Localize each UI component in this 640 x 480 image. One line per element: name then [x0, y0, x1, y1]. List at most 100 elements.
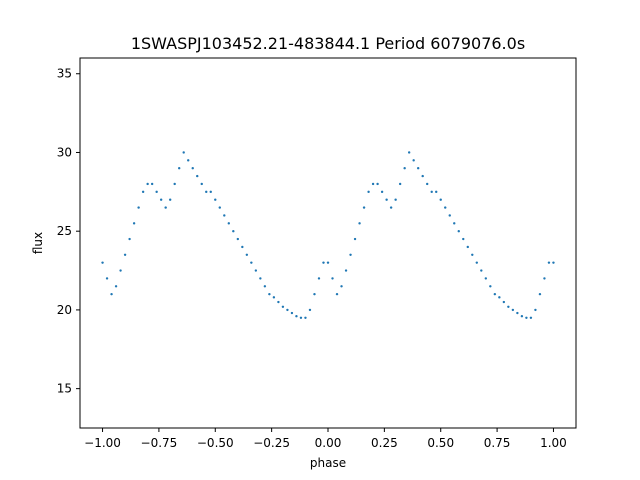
data-point [331, 277, 334, 280]
data-point [349, 253, 352, 257]
y-tick-label: 35 [57, 67, 72, 81]
data-point [123, 253, 127, 257]
data-point [507, 305, 510, 308]
data-point [362, 206, 366, 209]
data-point [128, 237, 131, 241]
data-point [407, 151, 411, 154]
data-point [146, 182, 149, 186]
data-point [277, 300, 280, 304]
x-tick-label: −0.25 [253, 436, 290, 450]
x-tick-label: 1.00 [540, 436, 567, 450]
data-point [529, 316, 533, 319]
data-point [236, 237, 240, 241]
data-point [489, 285, 492, 288]
data-point [403, 167, 406, 170]
data-point [223, 214, 226, 217]
x-tick-label: 0.75 [484, 436, 511, 450]
data-point [141, 190, 145, 194]
data-point [209, 190, 212, 194]
data-point [187, 159, 190, 162]
x-tick-label: −1.00 [84, 436, 121, 450]
data-point [159, 198, 163, 201]
data-point [250, 261, 253, 264]
data-point [155, 190, 158, 194]
data-point [308, 308, 312, 312]
data-points [101, 151, 555, 319]
data-point [435, 190, 438, 194]
x-tick-label: −0.75 [141, 436, 178, 450]
data-point [453, 222, 456, 225]
data-point [394, 198, 397, 201]
data-point [132, 222, 136, 225]
data-point [295, 315, 298, 318]
data-point [416, 167, 420, 170]
data-point [538, 292, 542, 296]
data-point [200, 182, 203, 186]
data-point [182, 151, 185, 154]
data-point [150, 182, 154, 186]
data-point [421, 174, 424, 178]
data-point [290, 311, 294, 315]
y-axis: 15 20 25 30 35 [57, 67, 80, 396]
x-tick-label: −0.50 [197, 436, 234, 450]
data-point [448, 214, 451, 217]
data-point [511, 308, 515, 312]
y-axis-label: flux [31, 232, 45, 254]
data-point [272, 296, 276, 299]
plot-frame [79, 57, 577, 429]
data-point [241, 245, 244, 249]
y-tick-label: 25 [57, 224, 72, 238]
data-point [173, 182, 176, 186]
data-point [119, 269, 122, 272]
data-point [412, 159, 415, 162]
data-point [353, 237, 357, 241]
data-point [475, 261, 478, 264]
data-point [389, 206, 393, 209]
data-point [498, 296, 501, 299]
data-point [101, 261, 104, 264]
data-point [444, 206, 447, 209]
data-point [534, 308, 537, 312]
data-point [191, 167, 194, 170]
x-axis-label: phase [310, 456, 346, 470]
data-point [268, 292, 271, 296]
x-axis: −1.00 −0.75 −0.50 −0.25 0.00 0.25 0.50 0.75 1.00 [84, 428, 567, 450]
chart-title: 1SWASPJ103452.21-483844.1 Period 6079076… [131, 34, 525, 53]
data-point [299, 316, 303, 319]
data-point [430, 190, 433, 194]
data-point [196, 174, 199, 178]
data-point [205, 190, 208, 194]
data-point [471, 253, 474, 257]
data-point [232, 229, 235, 233]
data-point [218, 206, 221, 209]
y-tick-label: 20 [57, 303, 72, 317]
data-point [322, 261, 325, 264]
data-point [484, 277, 488, 280]
data-point [281, 305, 285, 308]
data-point [340, 285, 343, 288]
data-point [313, 292, 316, 296]
data-point [385, 198, 388, 201]
data-point [317, 277, 321, 280]
data-point [164, 206, 167, 209]
data-point [376, 182, 379, 186]
x-tick-label: 0.25 [371, 436, 398, 450]
data-point [367, 190, 370, 194]
data-point [516, 311, 519, 315]
data-point [547, 261, 551, 264]
data-point [552, 261, 555, 264]
data-point [493, 292, 497, 296]
data-point [358, 222, 361, 225]
data-point [457, 229, 460, 233]
data-point [502, 300, 506, 304]
data-point [259, 277, 262, 280]
y-tick-label: 15 [57, 382, 72, 396]
data-point [398, 182, 402, 186]
data-point [462, 237, 465, 241]
y-tick-label: 30 [57, 145, 72, 159]
data-point [137, 206, 140, 209]
data-point [335, 292, 339, 296]
data-point [105, 277, 109, 280]
data-point [466, 245, 469, 249]
